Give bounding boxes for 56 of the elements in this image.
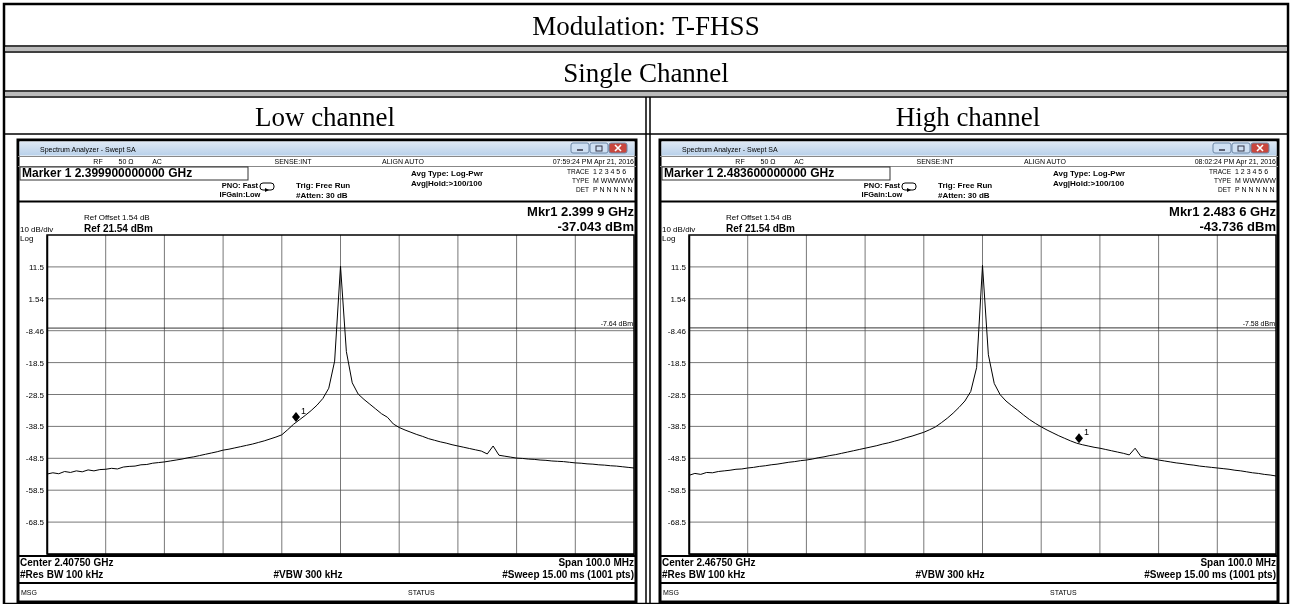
chart-title: Low channel [254,102,396,132]
y-tick-label: -48.5 [25,454,45,464]
y-tick-label: -58.5 [667,486,687,496]
text: Mkr1 2.399 9 GHz [527,204,635,219]
text: Center 2.46750 GHz [662,557,756,568]
y-tick-label: -28.5 [25,390,45,400]
annotation: 1 [1084,427,1090,438]
text: Single Channel [563,58,729,88]
y-tick-label: 1.54 [28,294,45,304]
text: Marker 1 2.483600000000 GHz [664,166,835,180]
y-tick-label: 1.54 [670,294,687,304]
y-tick-label: -8.46 [667,326,687,336]
text: Log [20,234,34,243]
text: -43.736 dBm [1199,219,1276,234]
text: Log [662,234,676,243]
text: Modulation: T-FHSS [532,11,760,41]
text: Center 2.40750 GHz [20,557,114,568]
y-tick-label: -38.5 [667,422,687,432]
text: Avg|Hold:>100/100 [411,179,483,188]
text: -37.043 dBm [557,219,634,234]
text: #Res BW 100 kHz [662,569,746,580]
text: Trig: Free Run [938,181,993,190]
text: Ref Offset 1.54 dB [726,213,792,222]
text: #VBW 300 kHz [273,569,343,580]
text: #VBW 300 kHz [915,569,985,580]
text: #Atten: 30 dB [296,191,348,200]
y-tick-label: 11.5 [29,262,45,272]
text: Ref 21.54 dBm [84,223,154,234]
chart-title: High channel [895,102,1041,132]
text: #Sweep 15.00 ms (1001 pts) [1144,569,1276,580]
text: Avg Type: Log-Pwr [411,169,483,178]
text: #Res BW 100 kHz [20,569,104,580]
text: Span 100.0 MHz [1200,557,1276,568]
text: #Atten: 30 dB [938,191,990,200]
y-tick-label: -38.5 [25,422,45,432]
y-tick-label: -68.5 [25,518,45,528]
y-tick-label: -18.5 [25,358,45,368]
y-tick-label: -8.46 [25,326,45,336]
annotation: 1 [301,405,307,416]
y-tick-label: -68.5 [667,518,687,528]
text: Avg Type: Log-Pwr [1053,169,1125,178]
y-tick-label: -58.5 [25,486,45,496]
y-tick-label: 11.5 [671,262,687,272]
text: Avg|Hold:>100/100 [1053,179,1125,188]
text: Trig: Free Run [296,181,351,190]
y-tick-label: -28.5 [667,390,687,400]
text: #Sweep 15.00 ms (1001 pts) [502,569,634,580]
y-tick-label: -48.5 [667,454,687,464]
y-axis-title: 10 dB/div [20,225,54,234]
text: Marker 1 2.399900000000 GHz [22,166,193,180]
y-tick-label: -18.5 [667,358,687,368]
text: Ref Offset 1.54 dB [84,213,150,222]
text: Ref 21.54 dBm [726,223,796,234]
text: Span 100.0 MHz [558,557,634,568]
text: Mkr1 2.483 6 GHz [1169,204,1277,219]
y-axis-title: 10 dB/div [662,225,696,234]
